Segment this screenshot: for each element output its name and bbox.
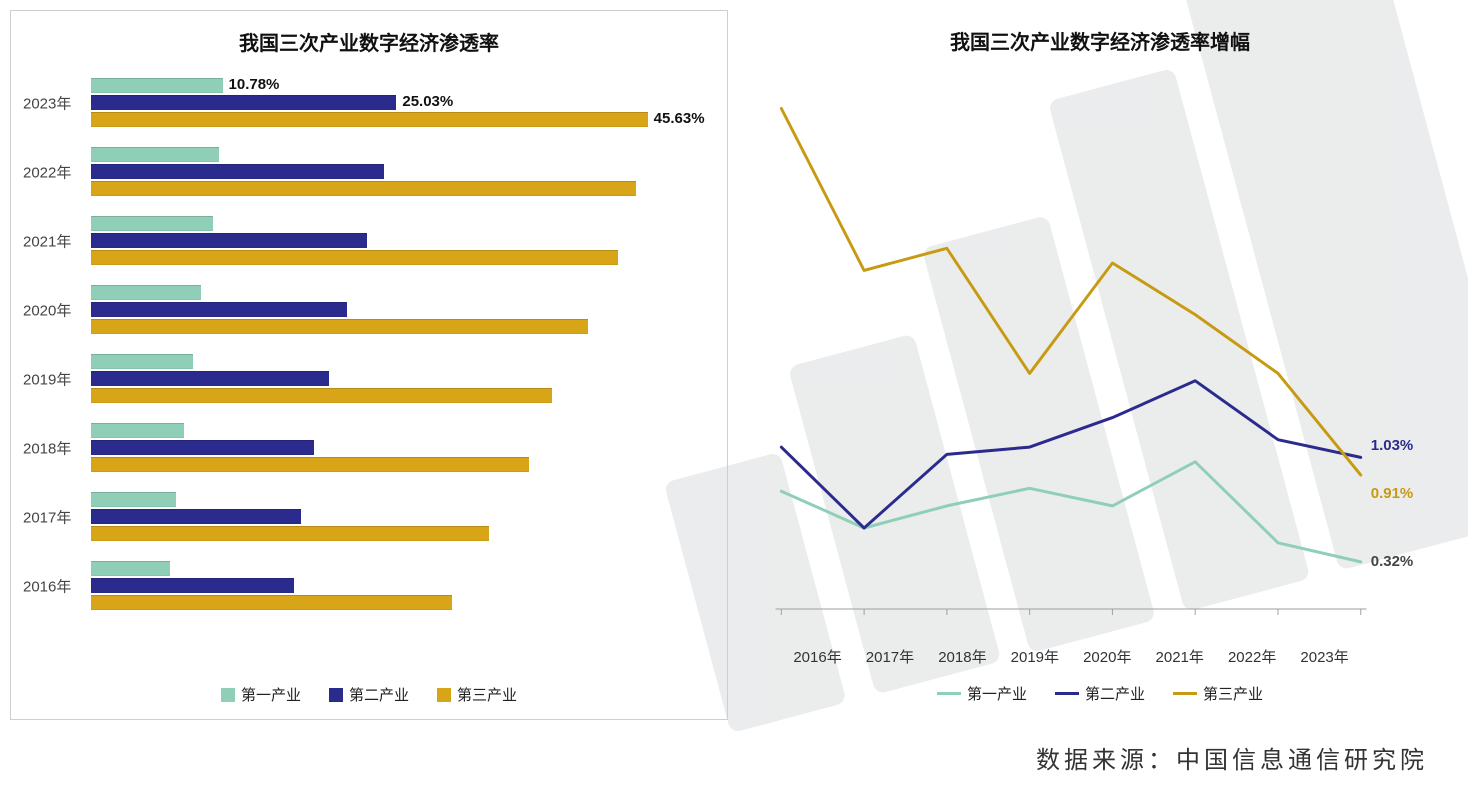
bar-value-label: 25.03%	[402, 93, 453, 110]
year-row: 2021年	[91, 216, 697, 265]
bar-value-label: 10.78%	[229, 76, 280, 93]
bar-s3	[91, 595, 452, 610]
charts-container: 我国三次产业数字经济渗透率 2023年 10.78% 25.03% 45.63% 202…	[10, 10, 1458, 720]
line-s1	[781, 462, 1360, 562]
year-label: 2016年	[23, 575, 71, 596]
bar-s2	[91, 578, 294, 593]
bar-value-label: 45.63%	[654, 110, 705, 127]
bar-s1	[91, 216, 213, 231]
bar-s2	[91, 95, 396, 110]
legend-label-line-s1: 第一产业	[967, 683, 1027, 704]
legend-label-s2: 第二产业	[349, 684, 409, 705]
year-label: 2022年	[23, 161, 71, 182]
line-swatch-s1	[937, 692, 961, 695]
bar-s3	[91, 457, 529, 472]
legend-label-s3: 第三产业	[457, 684, 517, 705]
year-label: 2018年	[23, 437, 71, 458]
bar-s1	[91, 147, 219, 162]
legend-label-line-s3: 第三产业	[1203, 683, 1263, 704]
data-source: 数据来源：中国信息通信研究院	[10, 740, 1458, 775]
legend-item-s2: 第二产业	[329, 684, 409, 705]
bar-s1	[91, 561, 170, 576]
line-chart-legend: 第一产业 第二产业 第三产业	[752, 683, 1448, 704]
x-tick-label: 2022年	[1216, 646, 1288, 667]
legend-item-s3: 第三产业	[437, 684, 517, 705]
bar-s2	[91, 302, 347, 317]
line-s3	[781, 108, 1360, 475]
bar-s2	[91, 233, 367, 248]
x-axis-labels: 2016年2017年2018年2019年2020年2021年2022年2023年	[781, 646, 1360, 667]
bar-s3	[91, 388, 552, 403]
line-chart-title: 我国三次产业数字经济渗透率增幅	[752, 26, 1448, 55]
legend-item-line-s1: 第一产业	[937, 683, 1027, 704]
legend-label-s1: 第一产业	[241, 684, 301, 705]
bar-chart-title: 我国三次产业数字经济渗透率	[21, 27, 717, 56]
bar-s2	[91, 509, 301, 524]
line-s2	[781, 381, 1360, 528]
bar-s2	[91, 371, 329, 386]
bar-s2	[91, 440, 314, 455]
x-tick-label: 2023年	[1288, 646, 1360, 667]
bar-s1	[91, 285, 201, 300]
line-swatch-s3	[1173, 692, 1197, 695]
bar-s1	[91, 423, 184, 438]
bar-s3	[91, 250, 618, 265]
bar-chart-panel: 我国三次产业数字经济渗透率 2023年 10.78% 25.03% 45.63% 202…	[10, 10, 728, 720]
bar-chart-legend: 第一产业 第二产业 第三产业	[21, 684, 717, 705]
bar-s1	[91, 354, 193, 369]
line-chart-svg	[762, 69, 1438, 639]
end-label-s2: 1.03%	[1371, 437, 1414, 454]
line-chart-plot: 2016年2017年2018年2019年2020年2021年2022年2023年…	[762, 69, 1438, 639]
year-row: 2020年	[91, 285, 697, 334]
x-tick-label: 2021年	[1144, 646, 1216, 667]
line-chart-panel: 我国三次产业数字经济渗透率增幅 2016年2017年2018年2019年2020…	[742, 10, 1458, 720]
x-tick-label: 2019年	[999, 646, 1071, 667]
year-row: 2017年	[91, 492, 697, 541]
bar-s3	[91, 526, 489, 541]
x-tick-label: 2018年	[926, 646, 998, 667]
bar-chart-plot: 2023年10.78%25.03%45.63%2022年2021年2020年20…	[91, 70, 697, 640]
legend-item-line-s2: 第二产业	[1055, 683, 1145, 704]
legend-label-line-s2: 第二产业	[1085, 683, 1145, 704]
year-label: 2021年	[23, 230, 71, 251]
swatch-s1	[221, 688, 235, 702]
bar-s3	[91, 181, 636, 196]
swatch-s3	[437, 688, 451, 702]
end-label-s1: 0.32%	[1371, 553, 1414, 570]
bar-s3	[91, 112, 648, 127]
year-label: 2019年	[23, 368, 71, 389]
year-row: 2016年	[91, 561, 697, 610]
bar-s1	[91, 492, 176, 507]
bar-s2	[91, 164, 384, 179]
year-label: 2017年	[23, 506, 71, 527]
legend-item-line-s3: 第三产业	[1173, 683, 1263, 704]
year-row: 2023年10.78%25.03%45.63%	[91, 78, 697, 127]
year-label: 2023年	[23, 92, 71, 113]
x-tick-label: 2017年	[854, 646, 926, 667]
bar-s1	[91, 78, 223, 93]
year-row: 2019年	[91, 354, 697, 403]
legend-item-s1: 第一产业	[221, 684, 301, 705]
bar-s3	[91, 319, 588, 334]
swatch-s2	[329, 688, 343, 702]
end-label-s3: 0.91%	[1371, 485, 1414, 502]
year-label: 2020年	[23, 299, 71, 320]
year-row: 2022年	[91, 147, 697, 196]
x-tick-label: 2020年	[1071, 646, 1143, 667]
x-tick-label: 2016年	[781, 646, 853, 667]
year-row: 2018年	[91, 423, 697, 472]
line-swatch-s2	[1055, 692, 1079, 695]
